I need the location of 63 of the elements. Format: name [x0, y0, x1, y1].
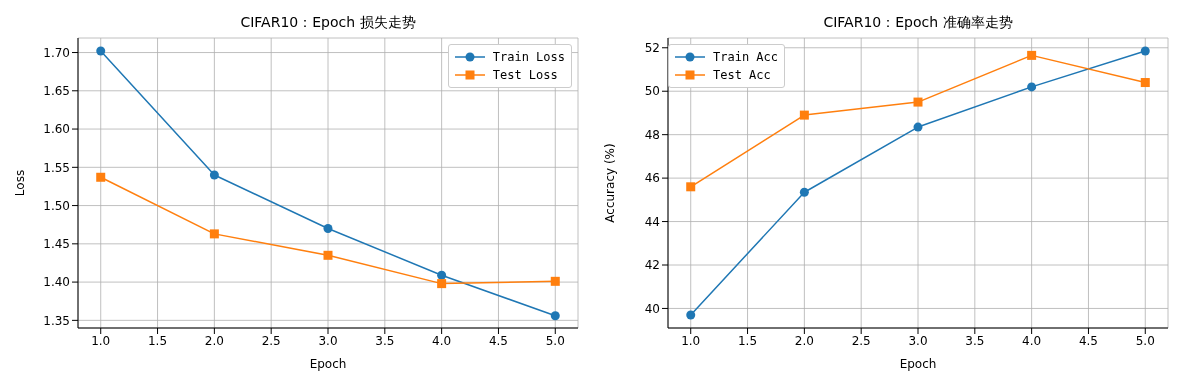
y-tick-label: 48 — [644, 127, 660, 142]
x-tick-label: 5.0 — [1135, 333, 1155, 348]
x-tick-label: 4.0 — [432, 333, 452, 348]
x-tick-label: 3.5 — [375, 333, 395, 348]
y-tick-label: 1.40 — [43, 275, 70, 290]
x-tick-label: 1.5 — [148, 333, 168, 348]
legend-label: Train Loss — [492, 49, 565, 66]
point — [209, 229, 219, 239]
y-tick-label: 1.50 — [43, 198, 70, 213]
point — [550, 276, 560, 286]
x-tick-label: 3.0 — [908, 333, 928, 348]
chart-title: CIFAR10：Epoch 准确率走势 — [822, 14, 1014, 32]
point — [686, 182, 696, 192]
legend-label: Test Acc — [713, 67, 771, 84]
legend-label: Test Loss — [492, 67, 558, 84]
y-axis-title: Loss — [13, 169, 28, 197]
point — [913, 97, 923, 107]
x-axis-title: Epoch — [899, 357, 937, 371]
y-tick-label: 40 — [644, 301, 660, 316]
point — [1027, 50, 1037, 60]
point — [1140, 46, 1150, 56]
x-tick-label: 2.5 — [261, 333, 281, 348]
point — [799, 187, 809, 197]
point — [96, 172, 106, 182]
x-tick-label: 2.5 — [851, 333, 871, 348]
y-tick-label: 42 — [644, 258, 660, 273]
point — [550, 311, 560, 321]
point — [209, 170, 219, 180]
x-tick-label: 3.0 — [318, 333, 338, 348]
x-tick-label: 3.5 — [965, 333, 985, 348]
x-tick-label: 1.5 — [738, 333, 758, 348]
y-tick-label: 1.35 — [43, 313, 70, 328]
point — [913, 122, 923, 132]
x-tick-label: 2.0 — [794, 333, 814, 348]
point — [96, 46, 106, 56]
x-tick-label: 2.0 — [204, 333, 224, 348]
y-axis-title: Accuracy (%) — [603, 143, 618, 223]
y-tick-label: 1.55 — [43, 160, 70, 175]
y-tick-label: 1.45 — [43, 237, 70, 252]
x-tick-label: 4.5 — [1078, 333, 1098, 348]
point — [1140, 78, 1150, 88]
y-tick-label: 1.65 — [43, 84, 70, 99]
point — [437, 270, 447, 280]
y-tick-label: 50 — [644, 84, 660, 99]
y-tick-label: 46 — [644, 171, 660, 186]
point — [323, 250, 333, 260]
point — [437, 279, 447, 289]
x-tick-label: 1.0 — [681, 333, 701, 348]
y-tick-label: 52 — [644, 41, 660, 56]
y-tick-label: 1.60 — [43, 122, 70, 137]
y-tick-label: 1.70 — [43, 45, 70, 60]
y-tick-label: 44 — [644, 214, 660, 229]
x-axis-title: Epoch — [309, 357, 347, 371]
legend-label: Train Acc — [713, 49, 779, 66]
point — [323, 224, 333, 234]
point — [1027, 82, 1037, 92]
chart-title: CIFAR10：Epoch 损失走势 — [239, 14, 417, 32]
point — [799, 110, 809, 120]
point — [686, 310, 696, 320]
x-tick-label: 5.0 — [545, 333, 565, 348]
x-tick-label: 1.0 — [91, 333, 111, 348]
x-tick-label: 4.5 — [488, 333, 508, 348]
x-tick-label: 4.0 — [1022, 333, 1042, 348]
